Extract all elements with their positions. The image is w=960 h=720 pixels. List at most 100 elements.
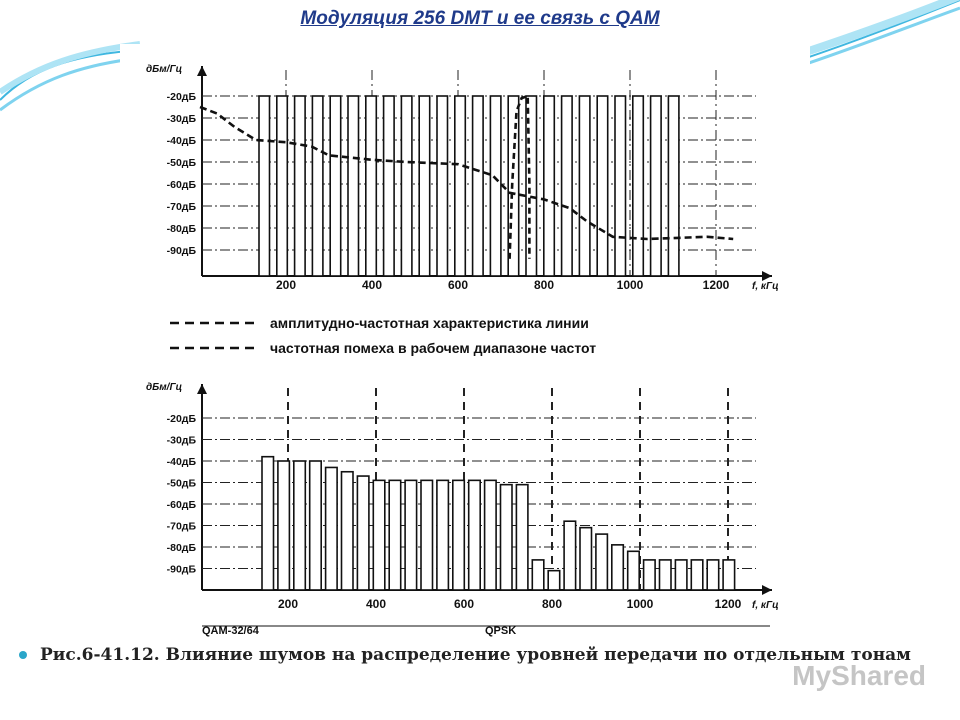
c0-ylabel: дБм/Гц — [146, 64, 182, 75]
c0-y-tick-label: -50дБ — [167, 157, 197, 169]
top-bar — [542, 95, 556, 277]
c0-y-tick-label: -20дБ — [167, 91, 197, 103]
bottom-bar — [277, 460, 291, 591]
top-bar — [382, 95, 395, 277]
c1-y-tick-label: -90дБ — [167, 564, 197, 576]
bottom-bar — [261, 455, 275, 591]
top-bar — [329, 95, 342, 277]
bottom-bar — [372, 479, 386, 591]
c0-y-tick-label: -90дБ — [167, 245, 197, 257]
caption-text: Рис.6-41.12. Влияние шумов на распределе… — [40, 645, 911, 665]
c1-y-tick-label: -70дБ — [167, 521, 197, 533]
bottom-bar — [722, 559, 736, 591]
bottom-bar — [515, 483, 529, 591]
top-bar — [400, 95, 413, 277]
top-bar — [614, 95, 627, 277]
bottom-bar — [436, 479, 450, 591]
watermark-logo: MyShared — [792, 660, 926, 691]
c1-y-axis-arrow — [197, 384, 207, 394]
c1-x-tick-label: 1000 — [627, 597, 654, 611]
c1-y-tick-label: -80дБ — [167, 542, 197, 554]
bottom-bar — [642, 559, 656, 591]
top-bar — [560, 95, 573, 277]
top-bar — [311, 95, 324, 277]
top-bar — [471, 95, 484, 277]
c1-x-tick-label: 800 — [542, 597, 562, 611]
bottom-bar — [324, 466, 338, 591]
top-bar — [596, 95, 609, 277]
c1-y-tick-label: -50дБ — [167, 478, 197, 490]
c1-y-tick-label: -20дБ — [167, 413, 197, 425]
c0-x-tick-label: 1000 — [617, 278, 644, 292]
c1-ylabel: дБм/Гц — [146, 382, 182, 393]
bottom-bar — [658, 559, 672, 591]
slide-title: Модуляция 256 DMT и ее связь с QAM — [300, 8, 660, 29]
decorative-swoosh-right — [800, 0, 960, 68]
c0-x-tick-label: 200 — [276, 278, 296, 292]
interference-curve — [508, 94, 531, 259]
c0-x-tick-label: 1200 — [703, 278, 730, 292]
top-bar — [578, 95, 591, 277]
bottom-bar — [579, 526, 593, 591]
top-bar — [276, 95, 289, 277]
top-bar — [293, 95, 306, 277]
top-bar — [631, 95, 645, 277]
bottom-bar — [595, 533, 609, 591]
bottom-bar — [610, 544, 625, 591]
c1-y-tick-label: -30дБ — [167, 435, 197, 447]
bottom-chart: дБм/Гц -20дБ -30дБ -40дБ -50дБ -60дБ -70дБ -80д… — [146, 382, 779, 637]
c1-x-tick-label: 1200 — [715, 597, 742, 611]
c1-x-axis-arrow — [762, 585, 772, 595]
bottom-bar — [531, 559, 545, 591]
bottom-bar — [420, 479, 434, 591]
bottom-bar — [404, 479, 418, 591]
top-bar — [667, 95, 680, 277]
top-bar — [525, 95, 538, 277]
c1-y-tick-label: -40дБ — [167, 456, 197, 468]
bottom-bar — [483, 479, 497, 591]
c1-x-tick-label: 200 — [278, 597, 298, 611]
top-chart: дБм/Гц -20дБ -30дБ -40дБ -50дБ -60дБ -70дБ -80д… — [146, 64, 779, 292]
legend-line-2-label: частотная помеха в рабочем диапазоне час… — [270, 340, 596, 356]
figure: дБм/Гц -20дБ -30дБ -40дБ -50дБ -60дБ -70дБ -80д… — [120, 44, 810, 638]
top-bar — [436, 95, 449, 277]
bottom-bar — [499, 483, 513, 591]
c0-x-tick-label: 400 — [362, 278, 382, 292]
c0-x-axis-arrow — [762, 271, 772, 281]
figure-svg: дБм/Гц -20дБ -30дБ -40дБ -50дБ -60дБ -70дБ -80д… — [146, 64, 779, 637]
c0-y-axis-arrow — [197, 66, 207, 76]
bottom-bar — [388, 479, 402, 591]
bottom-bar — [706, 559, 720, 591]
bottom-bar — [356, 475, 370, 591]
top-bar — [649, 95, 662, 277]
top-bar — [489, 95, 502, 277]
bottom-bar — [340, 470, 354, 591]
bullet-icon — [19, 651, 27, 659]
c1-x-tick-label: 400 — [366, 597, 386, 611]
c0-y-tick-label: -60дБ — [167, 179, 197, 191]
c1-y-tick-label: -60дБ — [167, 499, 197, 511]
bottom-bar — [293, 460, 307, 591]
c0-y-tick-label: -30дБ — [167, 113, 197, 125]
line-response-curve — [199, 105, 734, 241]
top-bar — [258, 95, 271, 277]
top-bar — [453, 95, 467, 277]
legend: амплитудно-частотная характеристика лини… — [170, 315, 596, 356]
label-qpsk: QPSK — [485, 625, 516, 637]
top-bar — [365, 95, 378, 277]
figure-caption: Рис.6-41.12. Влияние шумов на распределе… — [19, 644, 930, 666]
bottom-bar — [674, 559, 688, 591]
c0-x-tick-label: 800 — [534, 278, 554, 292]
c0-xlabel: f, кГц — [752, 281, 779, 292]
bottom-bar — [451, 479, 466, 591]
top-bar — [418, 95, 431, 277]
c0-y-tick-label: -70дБ — [167, 201, 197, 213]
top-bar — [507, 95, 520, 277]
bottom-bar — [308, 460, 322, 591]
c0-x-tick-label: 600 — [448, 278, 468, 292]
top-bar — [347, 95, 360, 277]
c0-y-tick-label: -40дБ — [167, 135, 197, 147]
bottom-bar — [690, 559, 704, 591]
bottom-bar — [626, 550, 641, 591]
legend-line-1-label: амплитудно-частотная характеристика лини… — [270, 315, 589, 331]
